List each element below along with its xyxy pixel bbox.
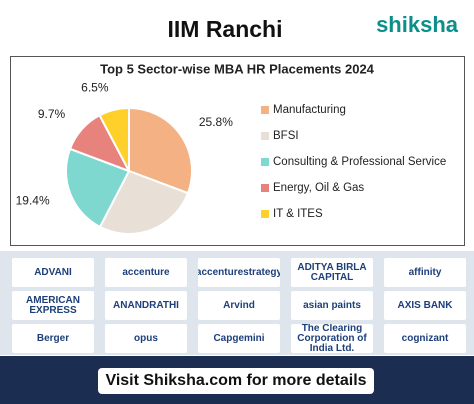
company-logo: The Clearing Corporation of India Ltd. bbox=[291, 324, 373, 353]
legend-swatch bbox=[261, 210, 269, 218]
company-logo: cognizant bbox=[384, 324, 466, 353]
company-logo: accenture bbox=[105, 258, 187, 287]
legend-label: Consulting & Professional Service bbox=[273, 156, 446, 168]
chart-title: Top 5 Sector-wise MBA HR Placements 2024 bbox=[100, 61, 375, 76]
legend-label: Manufacturing bbox=[273, 104, 346, 116]
company-logo: Berger bbox=[12, 324, 94, 353]
pie-slice bbox=[98, 106, 130, 172]
data-label: 19.4% bbox=[16, 194, 50, 208]
company-logo: accenturestrategy bbox=[198, 258, 280, 287]
pie-slice bbox=[98, 169, 190, 235]
data-label: 22.6% bbox=[159, 243, 193, 245]
company-logo: opus bbox=[105, 324, 187, 353]
legend-swatch bbox=[261, 132, 269, 140]
pie-slice bbox=[128, 106, 193, 195]
company-logo: Capgemini bbox=[198, 324, 280, 353]
data-label: 25.8% bbox=[199, 115, 233, 129]
footer-link[interactable]: Visit Shiksha.com for more details bbox=[98, 368, 374, 394]
footer: Visit Shiksha.com for more details bbox=[0, 356, 474, 404]
company-logo: AMERICAN EXPRESS bbox=[12, 291, 94, 320]
company-logo: ANANDRATHI bbox=[105, 291, 187, 320]
recruiter-logos: ADVANI accenture accenturestrategy ADITYA B… bbox=[0, 251, 474, 355]
company-logo: Arvind bbox=[198, 291, 280, 320]
company-logo: AXIS BANK bbox=[384, 291, 466, 320]
brand-logo[interactable]: shiksha bbox=[376, 12, 458, 37]
legend-swatch bbox=[261, 106, 269, 114]
header: IIM Ranchi shiksha bbox=[0, 0, 474, 52]
legend-label: BFSI bbox=[273, 130, 299, 142]
page-title: IIM Ranchi bbox=[167, 16, 283, 42]
company-logo: affinity bbox=[384, 258, 466, 287]
company-logo: asian paints bbox=[291, 291, 373, 320]
legend-label: IT & ITES bbox=[273, 208, 323, 220]
chart-panel: Top 5 Sector-wise MBA HR Placements 2024… bbox=[10, 56, 465, 246]
data-label: 9.7% bbox=[38, 107, 66, 121]
company-logo: ADVANI bbox=[12, 258, 94, 287]
legend-swatch bbox=[261, 158, 269, 166]
pie-slice bbox=[65, 147, 131, 229]
company-logo: ADITYA BIRLA CAPITAL bbox=[291, 258, 373, 287]
legend-label: Energy, Oil & Gas bbox=[273, 182, 364, 194]
legend-swatch bbox=[261, 184, 269, 192]
data-label: 6.5% bbox=[81, 81, 109, 95]
chart: Top 5 Sector-wise MBA HR Placements 2024… bbox=[16, 61, 447, 245]
